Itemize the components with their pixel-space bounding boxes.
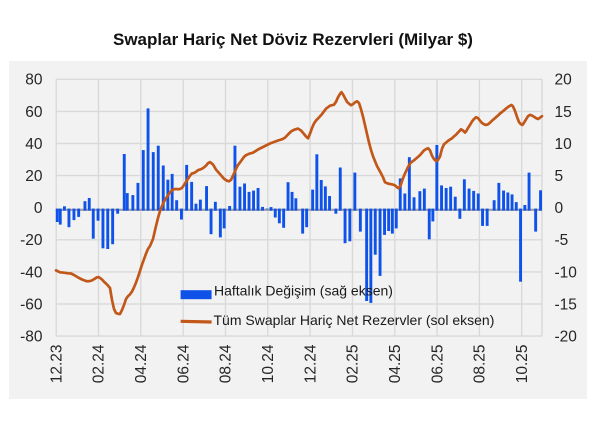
svg-text:Swaplar Hariç Net Döviz Rezerv: Swaplar Hariç Net Döviz Rezervleri (Mily… [113, 30, 473, 49]
svg-text:-60: -60 [20, 296, 43, 313]
svg-text:20: 20 [25, 168, 43, 185]
svg-text:04.25: 04.25 [387, 345, 404, 384]
svg-text:-20: -20 [20, 232, 43, 249]
svg-text:0: 0 [555, 200, 564, 217]
svg-text:04.24: 04.24 [133, 344, 150, 383]
svg-text:12.23: 12.23 [48, 345, 65, 384]
svg-text:-5: -5 [555, 232, 569, 249]
svg-text:06.25: 06.25 [429, 345, 446, 384]
svg-text:5: 5 [555, 168, 564, 185]
svg-text:-10: -10 [555, 264, 578, 281]
svg-text:02.25: 02.25 [345, 345, 362, 384]
svg-text:20: 20 [555, 72, 573, 89]
svg-text:06.24: 06.24 [175, 344, 192, 383]
svg-text:12.24: 12.24 [302, 344, 319, 383]
svg-text:-40: -40 [20, 264, 43, 281]
svg-text:80: 80 [25, 72, 43, 89]
svg-text:-15: -15 [555, 296, 577, 313]
svg-text:10.25: 10.25 [514, 345, 531, 384]
svg-text:-20: -20 [555, 329, 578, 346]
svg-text:15: 15 [555, 104, 572, 121]
svg-text:10.24: 10.24 [260, 344, 277, 383]
svg-text:40: 40 [25, 136, 43, 153]
svg-text:0: 0 [34, 200, 43, 217]
svg-text:Tüm Swaplar Hariç Net Rezervle: Tüm Swaplar Hariç Net Rezervler (sol eks… [214, 312, 495, 328]
svg-text:-80: -80 [20, 329, 43, 346]
svg-text:08.24: 08.24 [218, 344, 235, 383]
svg-text:60: 60 [25, 104, 43, 121]
svg-text:Haftalık Değişim (sağ eksen): Haftalık Değişim (sağ eksen) [214, 283, 393, 299]
svg-text:08.25: 08.25 [472, 345, 489, 384]
svg-text:10: 10 [555, 136, 573, 153]
svg-text:02.24: 02.24 [91, 344, 108, 383]
